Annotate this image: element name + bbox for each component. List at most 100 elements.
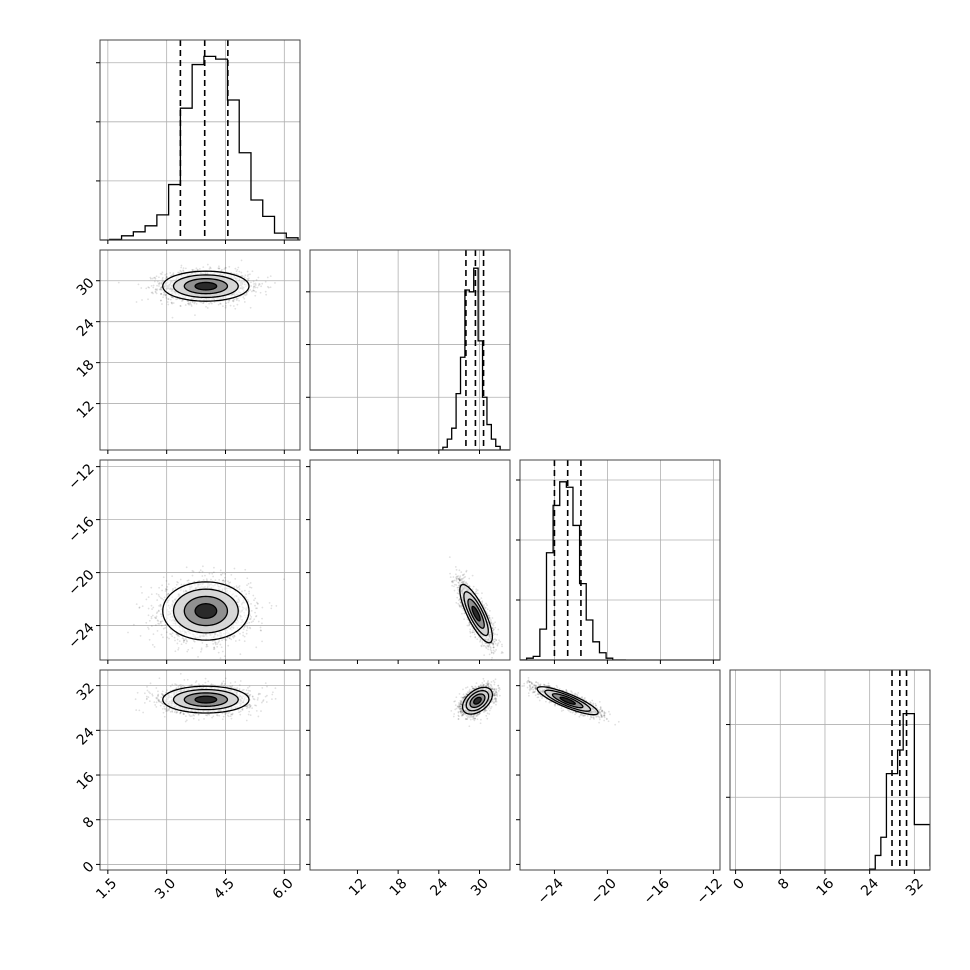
scatter-point <box>456 596 459 599</box>
scatter-point <box>238 270 241 273</box>
scatter-point <box>213 646 216 649</box>
scatter-point <box>217 265 220 268</box>
scatter-point <box>180 270 183 273</box>
scatter-point <box>158 604 161 607</box>
scatter-point <box>154 290 157 293</box>
scatter-point <box>178 635 180 638</box>
scatter-point <box>457 577 460 580</box>
scatter-point <box>182 267 185 270</box>
scatter-point <box>161 276 164 279</box>
scatter-point <box>492 643 495 646</box>
scatter-point <box>257 620 260 623</box>
scatter-point <box>154 288 157 291</box>
scatter-point <box>245 632 248 635</box>
histogram-panel-hist-p2 <box>516 459 721 664</box>
scatter-point <box>162 599 165 601</box>
scatter-point <box>194 301 196 304</box>
histogram-panel-hist-p3: 0 8 16 24 32 <box>726 669 931 899</box>
scatter-point <box>248 621 251 624</box>
scatter-point <box>161 278 164 281</box>
scatter-point <box>160 287 162 290</box>
scatter-point <box>220 573 222 576</box>
scatter-point <box>208 572 211 575</box>
scatter-point <box>156 288 158 291</box>
scatter-point <box>179 269 182 272</box>
scatter-point <box>152 284 155 287</box>
scatter-point <box>222 579 225 582</box>
scatter-point <box>166 594 169 596</box>
scatter-point <box>236 303 239 306</box>
scatter-point <box>488 643 491 646</box>
scatter-point <box>245 292 248 294</box>
y-tick-label: −16 <box>65 514 97 546</box>
scatter-point <box>147 596 150 599</box>
scatter-point <box>250 615 253 618</box>
scatter-point <box>249 618 252 620</box>
scatter-point <box>158 595 161 598</box>
scatter-point <box>149 276 152 279</box>
scatter-point <box>200 650 202 653</box>
scatter-point <box>171 575 174 578</box>
scatter-point <box>188 303 191 306</box>
scatter-point <box>212 643 215 645</box>
scatter-point <box>228 265 231 268</box>
scatter-point <box>223 580 226 583</box>
scatter-point <box>191 269 194 272</box>
scatter-point <box>117 281 120 284</box>
scatter-point <box>160 286 163 289</box>
scatter-point <box>202 266 205 269</box>
scatter-point <box>155 615 158 618</box>
scatter-point <box>187 302 190 305</box>
scatter-point <box>488 609 491 612</box>
scatter-point <box>223 268 226 271</box>
scatter-point <box>230 573 233 576</box>
scatter-point <box>147 626 149 629</box>
scatter-point <box>161 303 163 305</box>
scatter-point <box>254 611 256 614</box>
scatter-point <box>265 293 268 296</box>
scatter-point <box>160 622 162 624</box>
scatter-point <box>140 585 142 588</box>
scatter-point <box>252 280 255 283</box>
scatter-point <box>491 623 494 626</box>
scatter-point <box>233 586 236 589</box>
scatter-point <box>178 271 181 274</box>
scatter-point <box>192 268 195 271</box>
scatter-point <box>231 635 234 638</box>
scatter-point <box>145 287 148 290</box>
scatter-point <box>176 581 179 583</box>
scatter-point <box>462 577 465 580</box>
scatter-point <box>474 636 477 638</box>
scatter-point <box>160 624 163 627</box>
scatter-point <box>177 633 180 636</box>
scatter-point <box>225 639 228 641</box>
scatter-point <box>223 576 226 579</box>
scatter-point <box>151 614 154 617</box>
scatter-point <box>159 272 162 275</box>
axes-frame <box>99 39 301 241</box>
scatter-point <box>176 638 179 641</box>
y-tick-label: −20 <box>65 567 97 599</box>
scatter-point <box>192 639 195 642</box>
scatter-point <box>209 301 212 304</box>
scatter-point <box>205 578 208 581</box>
scatter-point <box>223 637 226 640</box>
scatter-point <box>135 603 138 606</box>
scatter-point <box>187 300 190 303</box>
scatter-point <box>261 622 263 625</box>
scatter-point <box>155 592 158 595</box>
scatter-point <box>197 656 199 658</box>
scatter-point <box>217 267 220 270</box>
scatter-point <box>201 575 204 577</box>
scatter-point <box>222 579 225 582</box>
scatter-point <box>172 302 175 304</box>
scatter-point <box>461 581 463 584</box>
scatter-point <box>199 569 202 572</box>
scatter-point <box>160 282 163 285</box>
scatter-point <box>155 275 158 278</box>
scatter-point <box>210 578 212 581</box>
scatter-point <box>152 633 155 636</box>
scatter-point <box>208 267 211 270</box>
